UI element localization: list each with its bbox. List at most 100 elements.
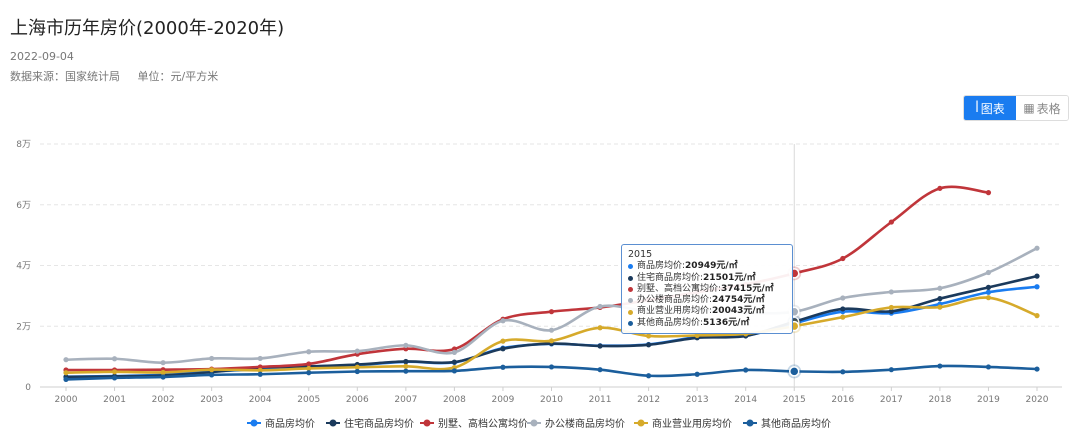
tooltip-dot — [628, 298, 633, 304]
data-point — [937, 363, 943, 369]
page-title: 上海市历年房价(2000年-2020年) — [10, 18, 285, 39]
data-point — [548, 309, 555, 315]
data-point — [985, 364, 992, 370]
x-tick-label: 2009 — [491, 395, 514, 405]
table-view-button[interactable]: ▦ 表格 — [1016, 96, 1068, 120]
tooltip-row: 办公楼商品房均价: 24754元/㎡ — [628, 295, 786, 306]
data-point — [209, 367, 215, 373]
series-lines — [63, 185, 1040, 383]
tooltip-dot — [628, 264, 633, 270]
data-point — [597, 325, 603, 331]
data-point — [451, 359, 457, 365]
data-point — [257, 371, 263, 377]
legend-item-label: 商业营业用房均价 — [652, 417, 732, 430]
data-point — [985, 190, 992, 196]
data-point — [840, 314, 846, 320]
data-point — [888, 367, 894, 373]
x-tick-label: 2006 — [346, 395, 369, 405]
tooltip-row: 商品房均价: 20949元/㎡ — [628, 261, 786, 272]
tooltip-row: 其他商品房均价: 5136元/㎡ — [628, 318, 786, 329]
x-tick-label: 2011 — [589, 395, 612, 405]
legend-swatch-dot — [530, 419, 538, 427]
chart-icon: ꟾ — [975, 101, 979, 115]
data-point — [160, 369, 166, 376]
x-axis: 2000 2001 2002 2003 2004 2005 2006 2007 2008 2009… — [55, 387, 1049, 405]
legend-item-label: 办公楼商品房均价 — [545, 417, 625, 430]
data-point — [354, 368, 360, 375]
data-point — [403, 358, 409, 365]
y-tick-label: 4万 — [16, 262, 31, 272]
tooltip-year: 2015 — [628, 249, 653, 260]
data-point — [937, 296, 943, 302]
x-tick-label: 2008 — [443, 395, 466, 405]
tooltip-value: 37415元/㎡ — [721, 283, 774, 294]
x-tick-label: 2019 — [977, 395, 1000, 405]
data-point — [209, 372, 215, 378]
table-view-label: 表格 — [1036, 101, 1061, 116]
publish-date: 2022-09-04 — [10, 50, 74, 63]
tooltip-dot — [628, 275, 633, 281]
data-point — [306, 370, 312, 376]
legend-swatch-dot — [250, 419, 258, 427]
y-tick-label: 8万 — [16, 140, 31, 150]
data-point — [548, 338, 555, 344]
data-point — [1034, 284, 1040, 290]
data-point — [937, 304, 943, 310]
legend-swatch-dot — [637, 419, 645, 427]
data-point — [789, 366, 800, 377]
tooltip-dot — [628, 287, 633, 293]
data-point — [257, 367, 263, 373]
data-point — [160, 374, 166, 380]
data-point — [403, 368, 409, 374]
data-point — [500, 338, 506, 344]
y-tick-label: 2万 — [16, 322, 31, 332]
legend-item-label: 商品房均价 — [265, 417, 315, 430]
data-point — [160, 360, 166, 366]
data-point — [306, 361, 312, 367]
data-point — [694, 332, 700, 338]
data-point — [985, 289, 992, 295]
data-point — [63, 370, 69, 376]
x-tick-label: 2017 — [880, 395, 903, 405]
y-axis: 0 2万 4万 6万 8万 — [16, 140, 31, 393]
data-point — [1034, 366, 1040, 372]
data-point — [111, 356, 118, 362]
data-point — [500, 318, 506, 324]
data-point — [743, 367, 749, 373]
legend-swatch-dot — [329, 419, 337, 427]
data-point — [306, 365, 312, 372]
data-point — [500, 364, 506, 370]
tooltip-label: 办公楼商品房均价: — [637, 295, 713, 306]
tooltip-row: 住宅商品房均价: 21501元/㎡ — [628, 273, 786, 284]
data-point — [840, 295, 846, 301]
x-tick-label: 2005 — [297, 395, 320, 405]
tooltip-value: 24754元/㎡ — [712, 295, 765, 306]
legend-item-label: 住宅商品房均价 — [344, 417, 414, 430]
tooltip-label: 其他商品房均价: — [637, 317, 704, 328]
tooltip-value: 5136元/㎡ — [703, 317, 750, 328]
x-tick-label: 2004 — [249, 395, 272, 405]
data-point — [840, 306, 846, 312]
data-point — [354, 348, 360, 354]
x-tick-label: 2016 — [831, 395, 854, 405]
data-point — [1034, 245, 1040, 251]
data-point — [937, 185, 943, 191]
data-point — [548, 327, 555, 333]
x-tick-label: 2007 — [394, 395, 417, 405]
legend-item-label: 其他商品房均价 — [761, 417, 831, 430]
data-point — [111, 375, 118, 381]
data-point — [306, 349, 312, 355]
legend-swatch-dot — [423, 419, 431, 427]
tooltip-value: 20043元/㎡ — [712, 306, 765, 317]
x-tick-label: 2000 — [55, 395, 78, 405]
tooltip-dot — [628, 309, 633, 315]
data-point — [548, 364, 555, 370]
chart-view-button[interactable]: ꟾ 图表 — [964, 96, 1016, 120]
unit-label: 单位：元/平方米 — [137, 70, 219, 83]
x-tick-label: 2020 — [1026, 395, 1049, 405]
grid-lines — [40, 143, 1062, 388]
legend-item-label: 别墅、高档公寓均价 — [438, 417, 528, 430]
tooltip-label: 商业营业用房均价: — [637, 306, 713, 317]
data-point — [840, 369, 846, 375]
data-point — [257, 355, 263, 362]
